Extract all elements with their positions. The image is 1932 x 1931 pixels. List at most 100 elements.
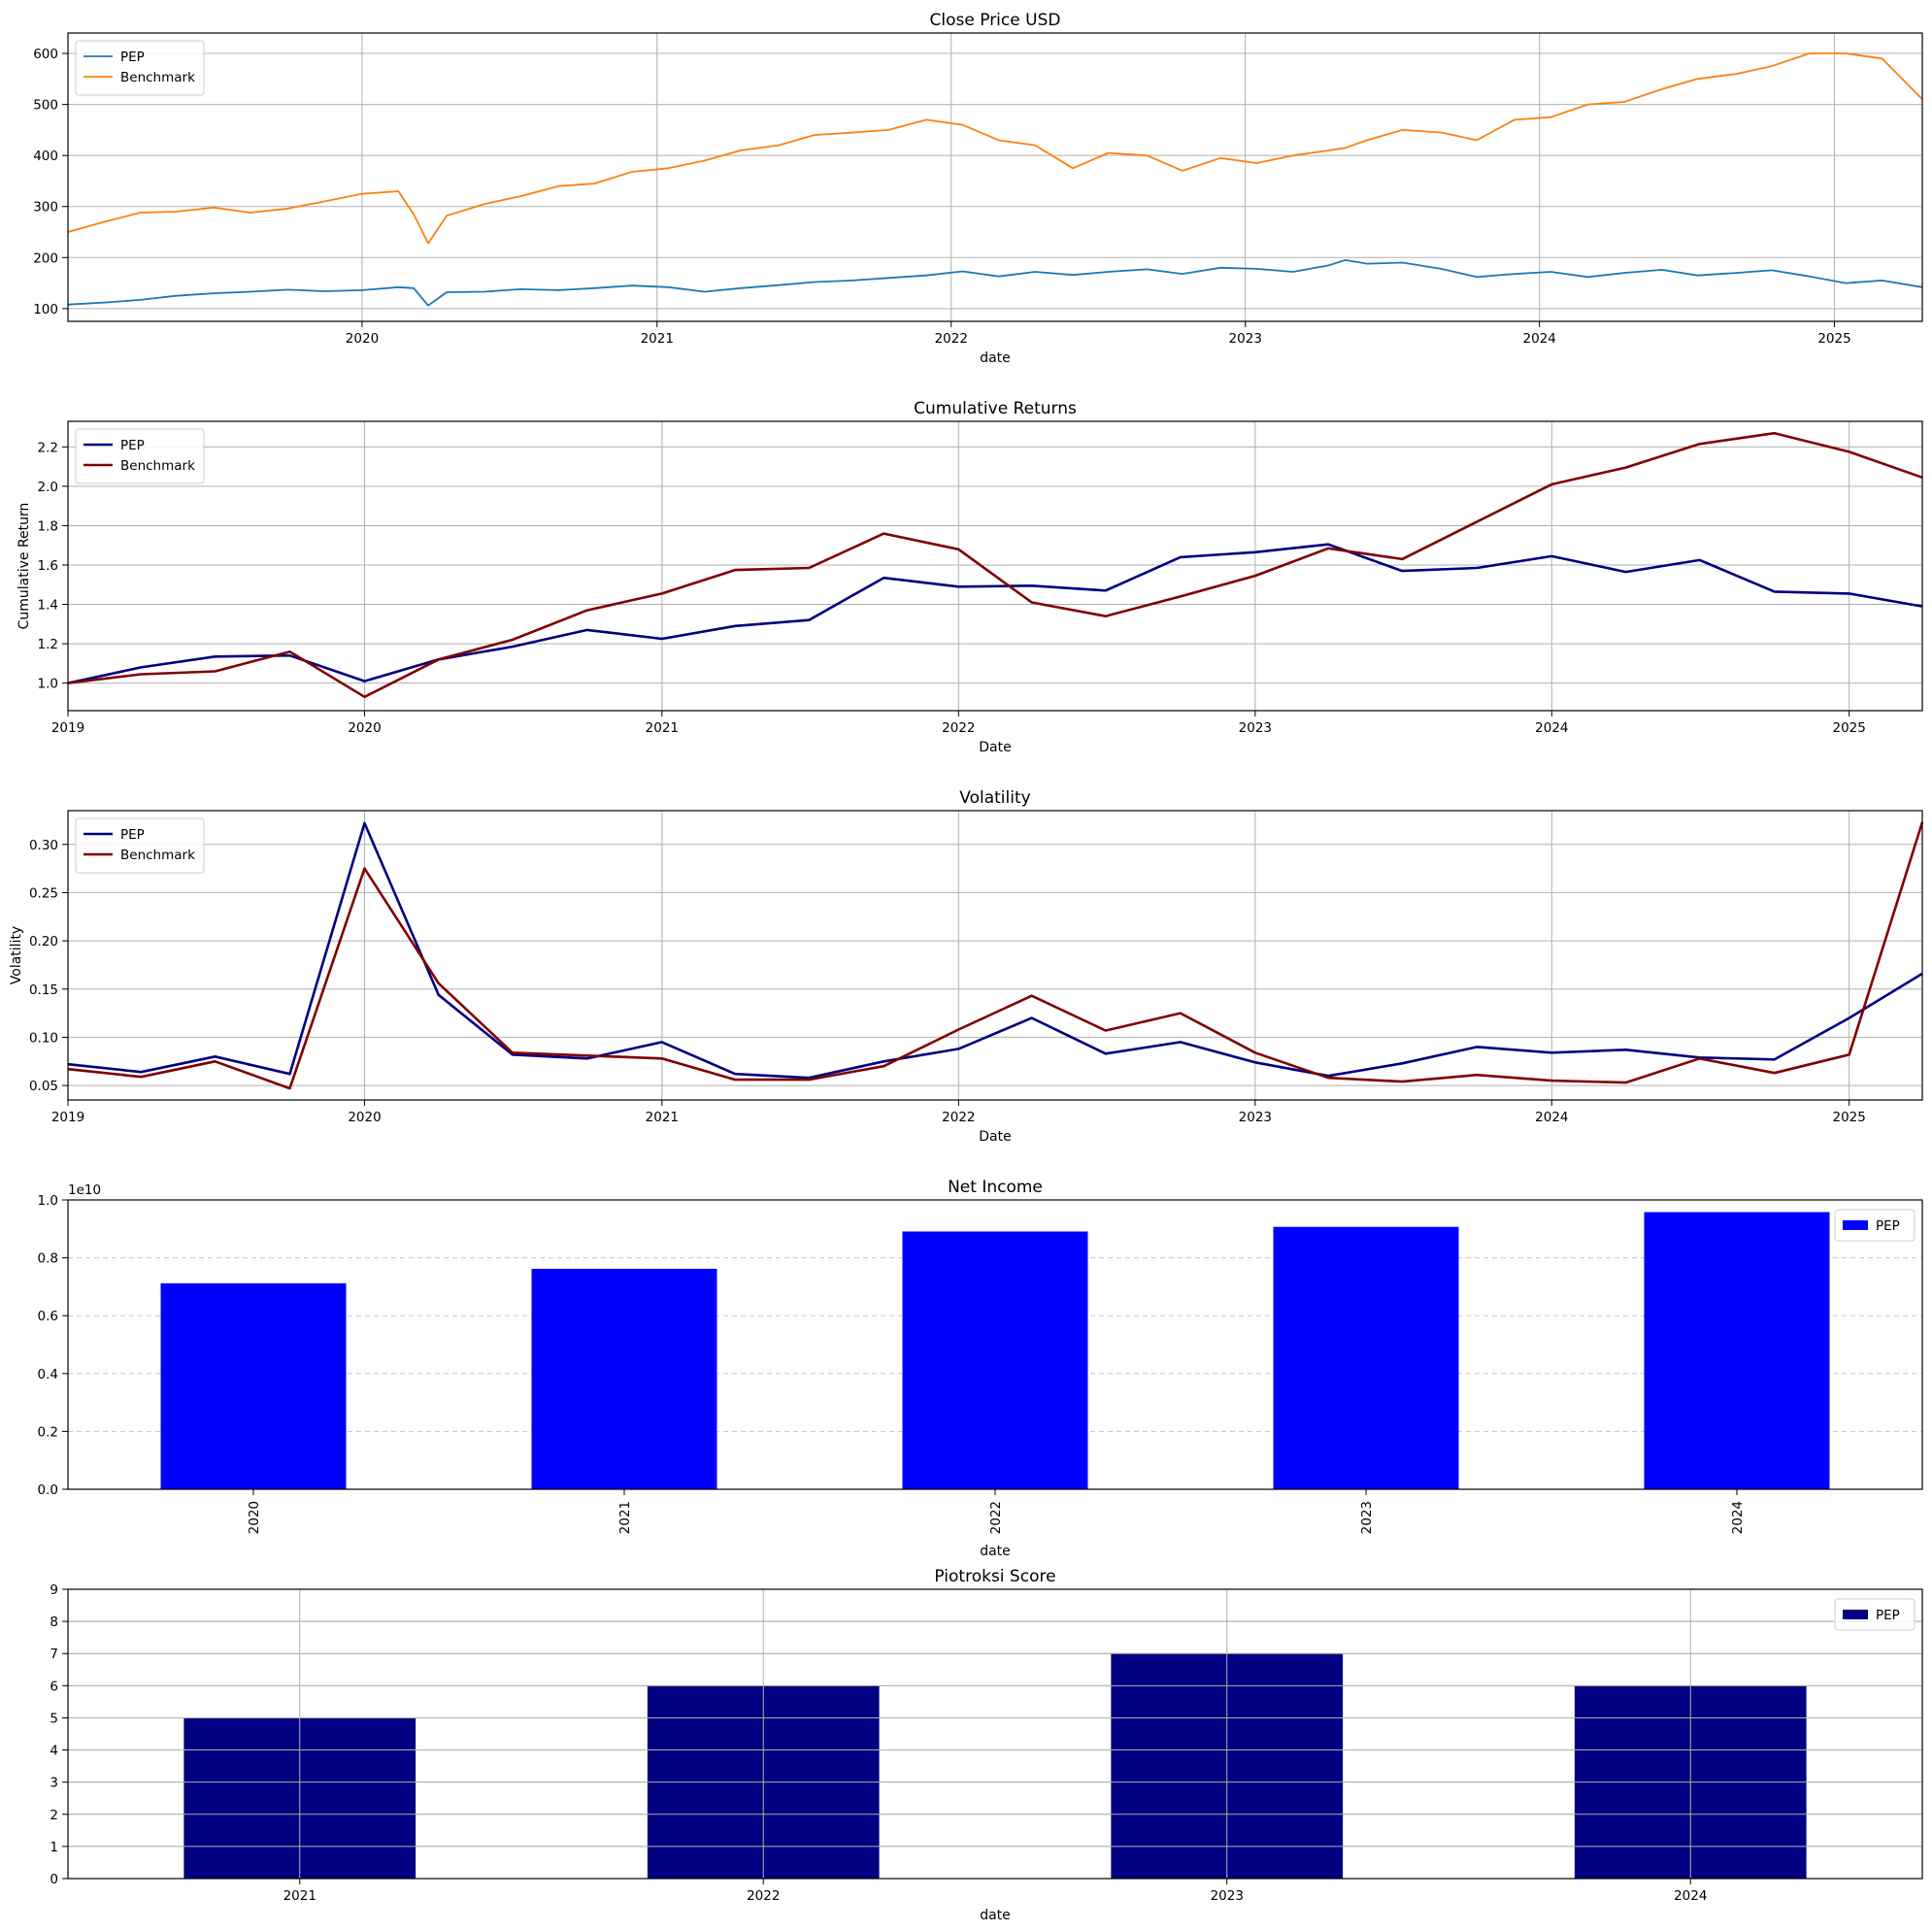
x-tick-label: 2021 bbox=[283, 1888, 316, 1904]
series-line-pep bbox=[67, 258, 1923, 307]
y-tick-label: 0.30 bbox=[29, 838, 58, 853]
x-tick-label: 2025 bbox=[1817, 331, 1850, 347]
x-tick-label: 2020 bbox=[346, 331, 379, 347]
chart-title: Net Income bbox=[948, 1178, 1043, 1197]
x-tick-label: 2025 bbox=[1832, 720, 1865, 736]
chart-3: 0.0 0.2 0.4 0.6 0.8 1.0 2020 2021 2022 2023 2024 Ne… bbox=[38, 1178, 1923, 1559]
legend-box bbox=[1834, 1209, 1915, 1242]
x-tick-label: 2023 bbox=[1211, 1888, 1244, 1904]
legend-label: PEP bbox=[120, 50, 145, 65]
y-tick-label: 1.0 bbox=[38, 677, 58, 692]
bar-2020 bbox=[160, 1282, 347, 1489]
plot-frame bbox=[67, 1199, 1923, 1490]
x-tick-label: 2022 bbox=[942, 720, 975, 736]
x-tick-label: 2021 bbox=[646, 720, 679, 736]
x-tick-label: 2021 bbox=[641, 331, 674, 347]
x-axis-label: date bbox=[980, 1544, 1011, 1559]
legend-label: PEP bbox=[1876, 1608, 1900, 1623]
y-tick-label: 2 bbox=[50, 1808, 58, 1823]
x-axis-label: date bbox=[980, 1908, 1011, 1923]
y-tick-label: 0.2 bbox=[38, 1424, 58, 1440]
x-tick-label: 2022 bbox=[988, 1501, 1004, 1534]
y-tick-label: 0.20 bbox=[29, 934, 58, 949]
plot-frame bbox=[67, 32, 1923, 322]
legend: PEP Benchmark bbox=[75, 428, 205, 484]
x-tick-label: 2024 bbox=[1535, 1110, 1568, 1125]
y-tick-label: 500 bbox=[33, 98, 58, 114]
axis-offset-label: 1e10 bbox=[68, 1182, 101, 1198]
legend-label: Benchmark bbox=[120, 458, 195, 474]
y-tick-label: 300 bbox=[33, 200, 58, 216]
legend-label: PEP bbox=[120, 438, 145, 453]
x-axis-label: date bbox=[980, 350, 1011, 366]
legend-swatch bbox=[1843, 1610, 1868, 1619]
x-axis-label: Date bbox=[979, 1129, 1011, 1145]
y-tick-label: 1.8 bbox=[38, 518, 58, 534]
x-tick-label: 2022 bbox=[942, 1110, 975, 1125]
chart-2: 0.05 0.10 0.15 0.20 0.25 0.30 2019 2020 2021 2022… bbox=[9, 788, 1924, 1145]
y-tick-label: 4 bbox=[50, 1744, 58, 1759]
x-tick-label: 2022 bbox=[747, 1888, 780, 1904]
series-line-pep bbox=[67, 543, 1923, 684]
bar-2022 bbox=[902, 1231, 1088, 1489]
y-tick-label: 1.2 bbox=[38, 637, 58, 652]
y-tick-label: 0 bbox=[50, 1872, 58, 1887]
chart-title: Piotroksi Score bbox=[934, 1567, 1055, 1586]
y-tick-label: 100 bbox=[33, 302, 58, 317]
y-tick-label: 7 bbox=[50, 1647, 58, 1662]
y-tick-label: 6 bbox=[50, 1679, 58, 1694]
series-line-benchmark bbox=[67, 52, 1923, 245]
x-tick-label: 2023 bbox=[1239, 720, 1272, 736]
series-line-pep bbox=[67, 821, 1923, 1080]
legend: PEP Benchmark bbox=[75, 40, 205, 96]
x-tick-label: 2021 bbox=[646, 1110, 679, 1125]
legend-box bbox=[1834, 1598, 1915, 1631]
bar-2021 bbox=[531, 1268, 717, 1489]
legend: PEP bbox=[1834, 1209, 1915, 1242]
x-tick-label: 2023 bbox=[1229, 331, 1262, 347]
y-tick-label: 200 bbox=[33, 250, 58, 266]
y-tick-label: 2.2 bbox=[38, 440, 58, 455]
x-tick-label: 2022 bbox=[935, 331, 968, 347]
x-tick-label: 2021 bbox=[617, 1501, 633, 1534]
y-tick-label: 8 bbox=[50, 1615, 58, 1630]
y-tick-label: 1 bbox=[50, 1840, 58, 1855]
x-tick-label: 2024 bbox=[1674, 1888, 1707, 1904]
plot-frame bbox=[67, 420, 1923, 712]
x-tick-label: 2020 bbox=[348, 1110, 381, 1125]
x-tick-label: 2024 bbox=[1730, 1501, 1746, 1534]
y-tick-label: 0.25 bbox=[29, 885, 58, 901]
x-tick-label: 2019 bbox=[51, 1110, 84, 1125]
y-axis-label: Volatility bbox=[9, 926, 24, 984]
y-tick-label: 0.0 bbox=[38, 1482, 58, 1498]
x-tick-label: 2023 bbox=[1239, 1110, 1272, 1125]
y-tick-label: 0.8 bbox=[38, 1251, 58, 1267]
x-tick-label: 2023 bbox=[1359, 1501, 1375, 1534]
chart-title: Close Price USD bbox=[930, 11, 1061, 30]
y-tick-label: 1.4 bbox=[38, 598, 58, 614]
legend-label: PEP bbox=[1876, 1218, 1900, 1234]
y-tick-label: 9 bbox=[50, 1582, 58, 1598]
plot-frame bbox=[67, 810, 1923, 1101]
legend-box bbox=[75, 428, 205, 484]
series-line-benchmark bbox=[67, 821, 1924, 1090]
legend: PEP bbox=[1834, 1598, 1915, 1631]
bar-2023 bbox=[1273, 1226, 1459, 1489]
bar-2024 bbox=[1644, 1212, 1830, 1489]
y-tick-label: 1.6 bbox=[38, 558, 58, 574]
plot-frame bbox=[67, 1588, 1923, 1880]
chart-title: Cumulative Returns bbox=[914, 399, 1077, 418]
chart-4: 0 1 2 3 4 5 6 7 8 9 2021 2022 2023 2024 Piotroksi Scor… bbox=[50, 1567, 1923, 1923]
legend-label: Benchmark bbox=[120, 848, 195, 863]
legend-swatch bbox=[1843, 1220, 1868, 1230]
chart-title: Volatility bbox=[959, 788, 1030, 808]
x-tick-label: 2024 bbox=[1535, 720, 1568, 736]
x-tick-label: 2019 bbox=[51, 720, 84, 736]
legend-label: Benchmark bbox=[120, 70, 195, 85]
legend-box bbox=[75, 817, 205, 874]
legend-box bbox=[75, 40, 205, 96]
y-tick-label: 0.6 bbox=[38, 1309, 58, 1324]
x-axis-label: Date bbox=[979, 740, 1011, 755]
series-line-benchmark bbox=[67, 431, 1923, 699]
